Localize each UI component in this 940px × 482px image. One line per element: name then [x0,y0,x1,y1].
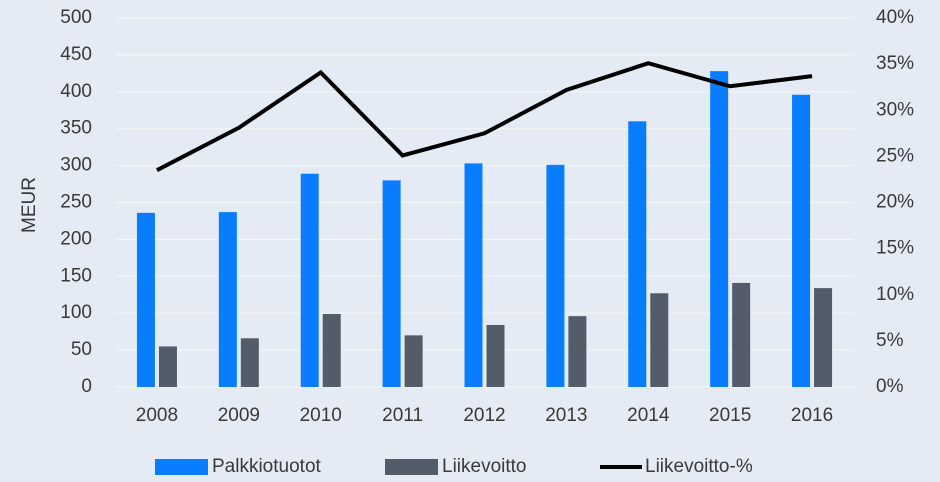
x-tick-label: 2008 [136,405,178,426]
bar [464,163,483,387]
y-tick-label: 50 [71,339,92,360]
bar [732,282,751,387]
bar [322,313,341,387]
legend-label: Palkkiotuotot [212,456,322,477]
y-tick-label: 200 [60,228,92,249]
y2-tick-label: 0% [876,376,904,397]
y-tick-label: 450 [60,44,92,65]
x-tick-label: 2014 [627,405,670,426]
x-tick-label: 2016 [791,405,833,426]
x-tick-label: 2012 [463,405,505,426]
x-tick-label: 2013 [545,405,587,426]
bar [546,164,565,387]
y2-tick-label: 30% [876,99,914,120]
y2-tick-label: 15% [876,238,914,259]
y2-tick-label: 35% [876,53,914,74]
y-tick-label: 350 [60,118,92,139]
bar [628,121,647,387]
bar [300,173,319,387]
legend-swatch [155,459,208,475]
bar [568,316,587,387]
y2-tick-label: 10% [876,284,914,305]
x-tick-label: 2011 [382,405,423,426]
legend-swatch [385,459,438,475]
y-tick-label: 300 [60,155,92,176]
bar [792,94,811,387]
bar [218,212,237,387]
y-tick-label: 150 [60,265,92,286]
x-tick-label: 2015 [709,405,751,426]
y-tick-label: 100 [60,302,92,323]
y-tick-label: 250 [60,192,92,213]
bar [158,346,177,387]
x-tick-label: 2009 [218,405,260,426]
bar [404,335,423,387]
bar [650,293,669,387]
bar [814,288,833,387]
y2-tick-label: 20% [876,192,914,213]
y2-tick-label: 40% [876,7,914,28]
line [156,61,813,172]
y2-tick-label: 25% [876,145,914,166]
y2-tick-label: 5% [876,330,904,351]
y-axis-label: MEUR [19,177,40,233]
y-tick-label: 400 [60,81,92,102]
y-tick-label: 500 [60,7,92,28]
x-tick-label: 2010 [300,405,342,426]
bar [486,325,505,387]
bar [240,338,259,387]
bar [382,180,401,387]
legend-label: Liikevoitto-% [645,456,753,477]
bar [710,71,729,388]
legend-label: Liikevoitto [442,456,527,477]
y-tick-label: 0 [81,376,92,397]
bar [136,212,155,387]
